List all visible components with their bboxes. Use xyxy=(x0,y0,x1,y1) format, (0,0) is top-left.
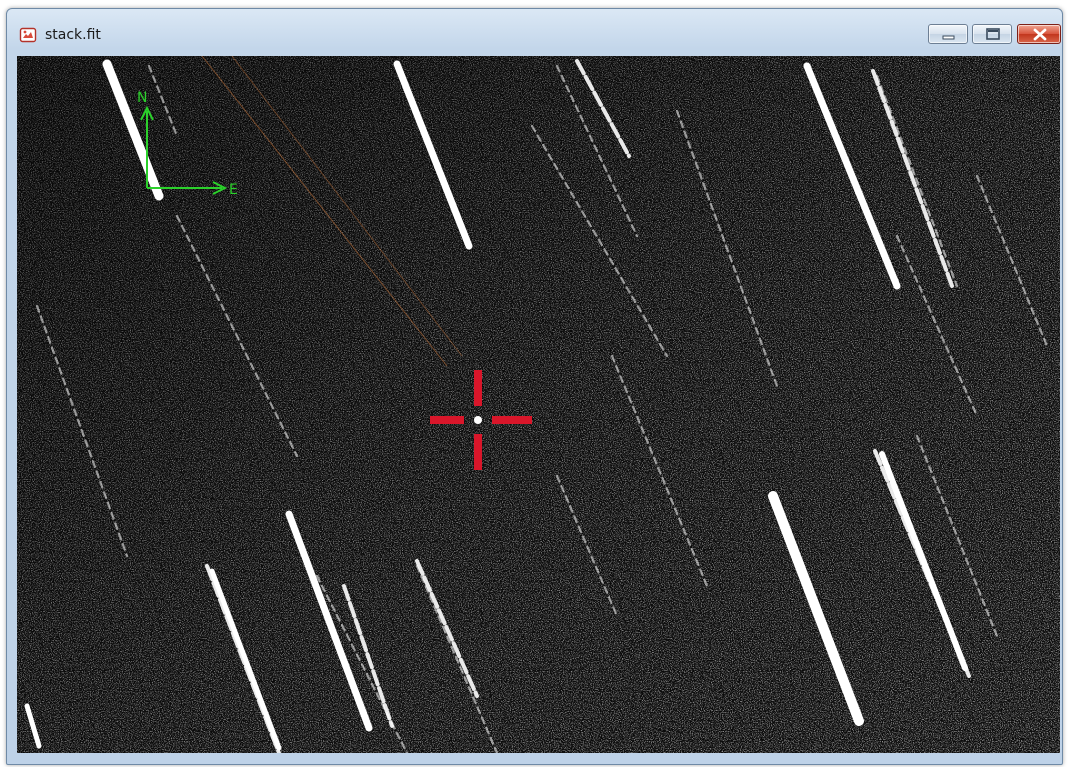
crosshair-icon xyxy=(430,370,532,470)
compass-indicator: N E xyxy=(137,90,238,198)
close-icon xyxy=(1033,28,1047,41)
close-button[interactable] xyxy=(1017,24,1061,44)
minimize-button[interactable] xyxy=(928,24,968,44)
compass-east-label: E xyxy=(229,182,238,198)
compass-north-label: N xyxy=(137,90,147,106)
window-title: stack.fit xyxy=(45,27,101,43)
image-viewport[interactable]: N E xyxy=(17,56,1060,753)
star-field-image: N E xyxy=(17,56,1060,753)
maximize-icon xyxy=(986,28,1000,40)
fits-image-icon xyxy=(19,26,37,44)
minimize-icon xyxy=(942,35,955,40)
maximize-button[interactable] xyxy=(972,24,1012,44)
image-window: stack.fit xyxy=(6,8,1063,765)
title-bar[interactable]: stack.fit xyxy=(7,9,1062,53)
